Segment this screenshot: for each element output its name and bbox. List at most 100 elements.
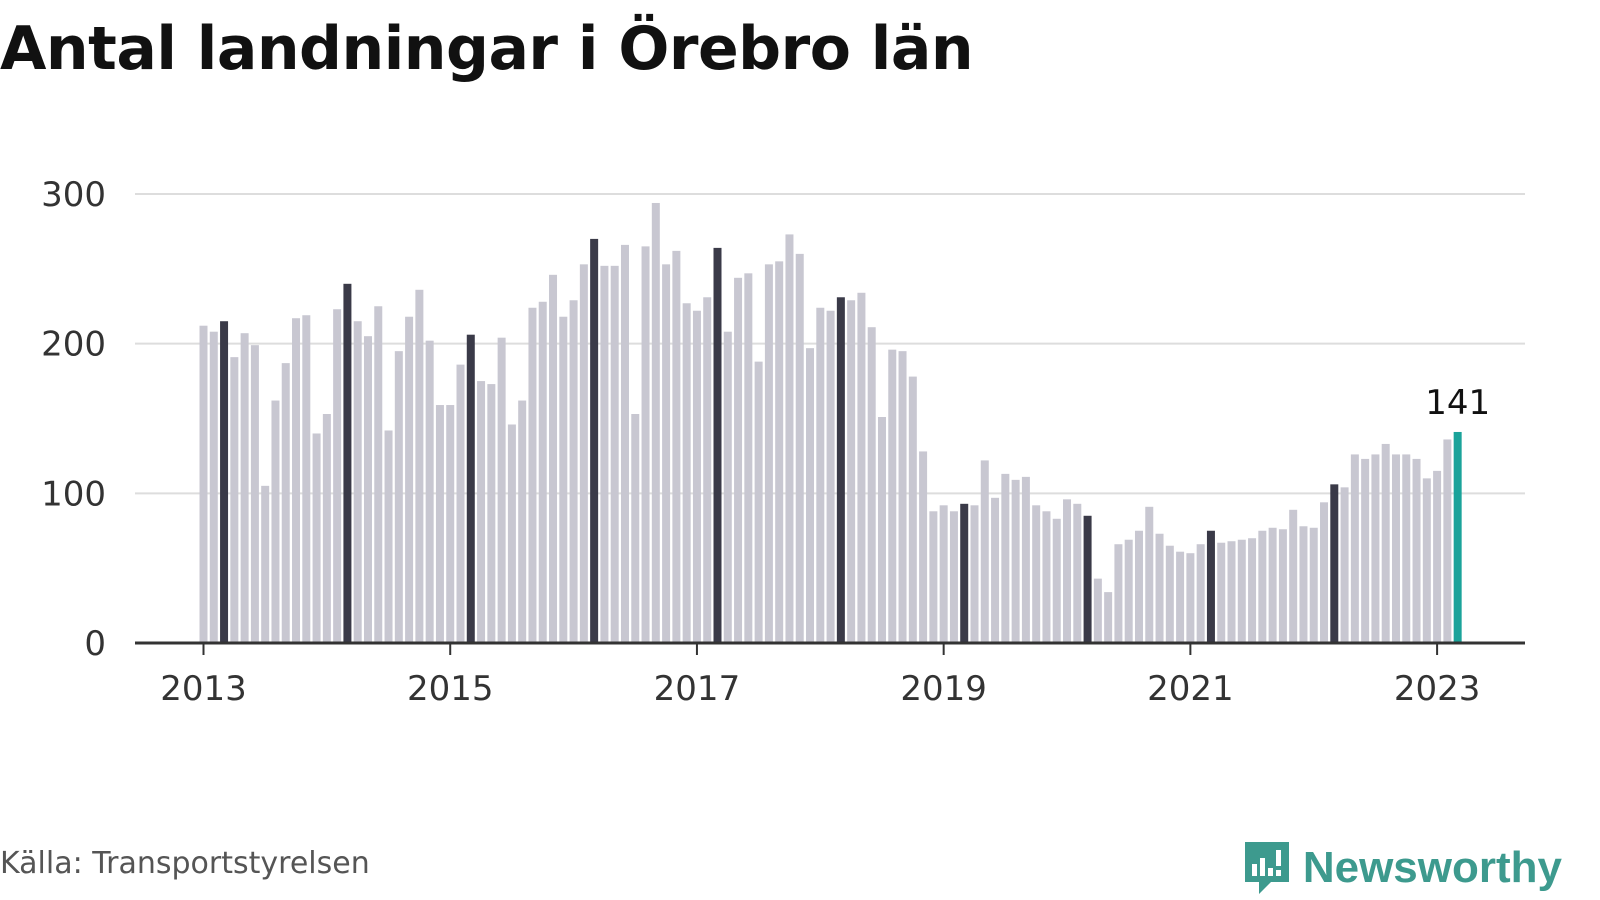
bar-2022-06 <box>1361 458 1370 643</box>
y-tick-label-100: 100 <box>41 474 106 514</box>
bar-2018-08 <box>888 349 897 643</box>
bar-2014-08 <box>394 351 403 643</box>
bar-2016-01 <box>569 300 578 643</box>
bar-2017-08 <box>764 264 773 643</box>
bar-2013-10 <box>292 318 301 643</box>
bar-2019-09 <box>1021 476 1030 643</box>
bar-2014-10 <box>415 289 424 643</box>
bar-2015-12 <box>559 316 568 643</box>
bar-2014-06 <box>374 306 383 643</box>
bar-2020-07 <box>1124 539 1133 643</box>
y-axis-tick-labels: 0 100 200 300 <box>41 175 106 664</box>
bar-2019-06 <box>991 497 1000 643</box>
bar-2016-03 <box>590 238 599 643</box>
bars <box>199 202 1462 644</box>
bar-2018-04 <box>847 300 856 643</box>
x-tick-label-2021: 2021 <box>1147 669 1234 709</box>
x-axis: 2013 2015 2017 2019 2021 2023 <box>135 641 1525 709</box>
bar-2018-10 <box>908 376 917 643</box>
bar-2020-05 <box>1104 592 1113 643</box>
bar-2018-06 <box>867 327 876 643</box>
bar-2021-04 <box>1217 542 1226 643</box>
bar-2018-02 <box>826 310 835 643</box>
bar-2015-01 <box>446 405 455 643</box>
bar-2017-11 <box>795 253 804 643</box>
bar-2018-09 <box>898 351 907 643</box>
chart-title: Antal landningar i Örebro län <box>0 14 974 84</box>
bar-2022-05 <box>1350 454 1359 643</box>
bar-2014-01 <box>322 414 331 643</box>
bar-2017-01 <box>692 310 701 643</box>
bar-2018-11 <box>919 451 928 643</box>
bar-2023-03 <box>1453 431 1462 643</box>
x-tick-label-2017: 2017 <box>654 669 741 709</box>
bar-2017-06 <box>744 273 753 643</box>
bar-2014-05 <box>363 336 372 643</box>
bar-2015-08 <box>518 400 527 643</box>
bar-2013-02 <box>209 331 218 643</box>
bar-2013-05 <box>240 333 249 643</box>
bar-2020-12 <box>1176 551 1185 643</box>
bar-2016-02 <box>579 264 588 643</box>
bar-2021-05 <box>1227 541 1236 643</box>
bar-2020-11 <box>1165 545 1174 643</box>
bar-2017-04 <box>723 331 732 643</box>
bar-2018-03 <box>836 297 845 643</box>
bar-2014-04 <box>353 321 362 643</box>
bar-2016-07 <box>631 414 640 643</box>
bar-2021-01 <box>1186 553 1195 643</box>
x-tick-label-2013: 2013 <box>160 669 247 709</box>
bar-2016-10 <box>662 264 671 643</box>
bar-2013-08 <box>271 400 280 643</box>
bar-2017-12 <box>806 348 815 643</box>
bar-2021-08 <box>1258 530 1267 643</box>
bar-2013-07 <box>261 485 270 643</box>
bar-2019-05 <box>980 460 989 643</box>
bar-2021-07 <box>1248 538 1257 643</box>
y-tick-label-200: 200 <box>41 325 106 365</box>
bar-2017-03 <box>713 247 722 643</box>
bar-2021-09 <box>1268 527 1277 643</box>
bar-2019-03 <box>960 503 969 643</box>
bar-2020-04 <box>1093 578 1102 643</box>
bar-2013-01 <box>199 325 208 643</box>
bar-2022-03 <box>1330 484 1339 643</box>
bar-2014-07 <box>384 430 393 643</box>
bar-2018-05 <box>857 292 866 643</box>
bar-2013-03 <box>220 321 229 643</box>
bar-2015-05 <box>487 384 496 643</box>
bar-2014-12 <box>435 405 444 643</box>
bar-2019-04 <box>970 505 979 643</box>
bar-2020-08 <box>1134 530 1143 643</box>
x-tick-label-2023: 2023 <box>1394 669 1481 709</box>
bar-2021-06 <box>1237 539 1246 643</box>
bar-2015-10 <box>538 301 547 643</box>
bar-2022-09 <box>1391 454 1400 643</box>
bar-2021-02 <box>1196 544 1205 643</box>
bar-2016-06 <box>620 244 629 643</box>
bar-2020-03 <box>1083 515 1092 643</box>
bar-2022-07 <box>1371 454 1380 643</box>
bar-2014-11 <box>425 340 434 643</box>
bar-2015-03 <box>466 334 475 643</box>
bar-2018-12 <box>929 511 938 643</box>
bar-2014-09 <box>405 316 414 643</box>
bar-2016-04 <box>600 265 609 643</box>
x-tick-label-2019: 2019 <box>900 669 987 709</box>
bar-2020-10 <box>1155 533 1164 643</box>
bar-2022-11 <box>1412 458 1421 643</box>
bar-2022-04 <box>1340 487 1349 643</box>
bar-2019-08 <box>1011 479 1020 643</box>
y-tick-label-0: 0 <box>84 624 106 664</box>
bar-2021-11 <box>1289 509 1298 643</box>
bar-2013-09 <box>281 363 290 643</box>
bar-2016-12 <box>682 303 691 643</box>
bar-2019-11 <box>1042 511 1051 643</box>
bar-2017-09 <box>775 261 784 643</box>
bar-2015-04 <box>477 381 486 643</box>
bar-2019-02 <box>949 511 958 643</box>
bar-2018-01 <box>816 307 825 643</box>
bar-2016-11 <box>672 250 681 643</box>
bar-2016-09 <box>651 202 660 644</box>
